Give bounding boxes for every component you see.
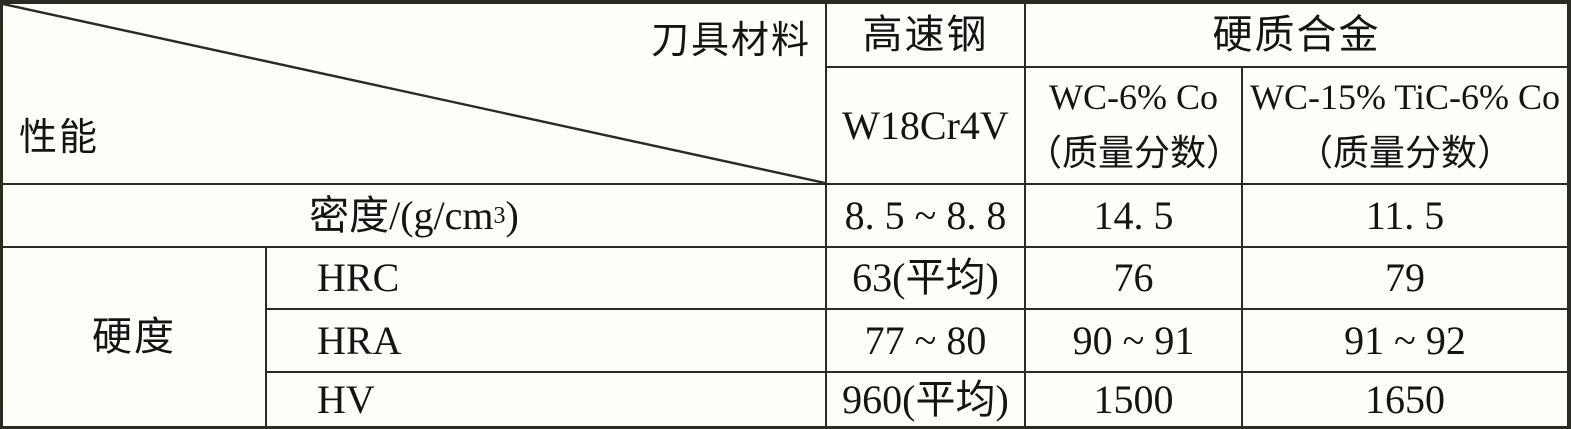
cell-hv-wc15tic6co: 1650	[1243, 373, 1567, 426]
cell-hra-wc15tic6co: 91 ~ 92	[1243, 310, 1567, 371]
cell-hrc-wc15tic6co: 79	[1243, 248, 1567, 308]
cell-hrc-w18cr4v: 63(平均)	[827, 248, 1024, 308]
density-label-prefix: 密度/(g/cm	[309, 192, 494, 238]
diagonal-header-cell: 刀具材料 性能	[3, 4, 825, 183]
cell-density-w18cr4v: 8. 5 ~ 8. 8	[827, 185, 1024, 246]
header-col-wc15tic6co-line1: WC-15% TiC-6% Co	[1249, 76, 1561, 117]
corner-label-property: 性能	[19, 117, 100, 160]
cell-density-wc15tic6co: 11. 5	[1243, 185, 1567, 246]
row-label-hra: HRA	[267, 310, 825, 371]
cell-hra-w18cr4v: 77 ~ 80	[827, 310, 1024, 371]
cell-hv-w18cr4v: 960(平均)	[827, 373, 1024, 426]
row-label-hv: HV	[267, 373, 825, 426]
header-col-wc6co: WC-6% Co （质量分数）	[1026, 68, 1241, 183]
header-col-w18cr4v: W18Cr4V	[827, 68, 1024, 183]
header-group-high-speed-steel: 高速钢	[827, 4, 1024, 66]
row-group-label-hardness: 硬度	[3, 248, 265, 426]
cell-density-wc6co: 14. 5	[1026, 185, 1241, 246]
row-label-hrc: HRC	[267, 248, 825, 308]
row-label-density: 密度/(g/cm 3)	[3, 185, 825, 246]
cell-hv-wc6co: 1500	[1026, 373, 1241, 426]
header-col-wc6co-line1: WC-6% Co	[1049, 76, 1218, 117]
cell-hrc-wc6co: 76	[1026, 248, 1241, 308]
header-col-wc15tic6co: WC-15% TiC-6% Co （质量分数）	[1243, 68, 1567, 183]
header-group-cemented-carbide: 硬质合金	[1026, 4, 1567, 66]
header-col-wc6co-line2: （质量分数）	[1026, 132, 1241, 173]
corner-label-tool-material: 刀具材料	[650, 20, 811, 62]
density-label-suffix: )	[505, 192, 519, 238]
diagonal-line	[3, 4, 825, 183]
cell-hra-wc6co: 90 ~ 91	[1026, 310, 1241, 371]
header-col-wc15tic6co-line2: （质量分数）	[1296, 132, 1513, 173]
